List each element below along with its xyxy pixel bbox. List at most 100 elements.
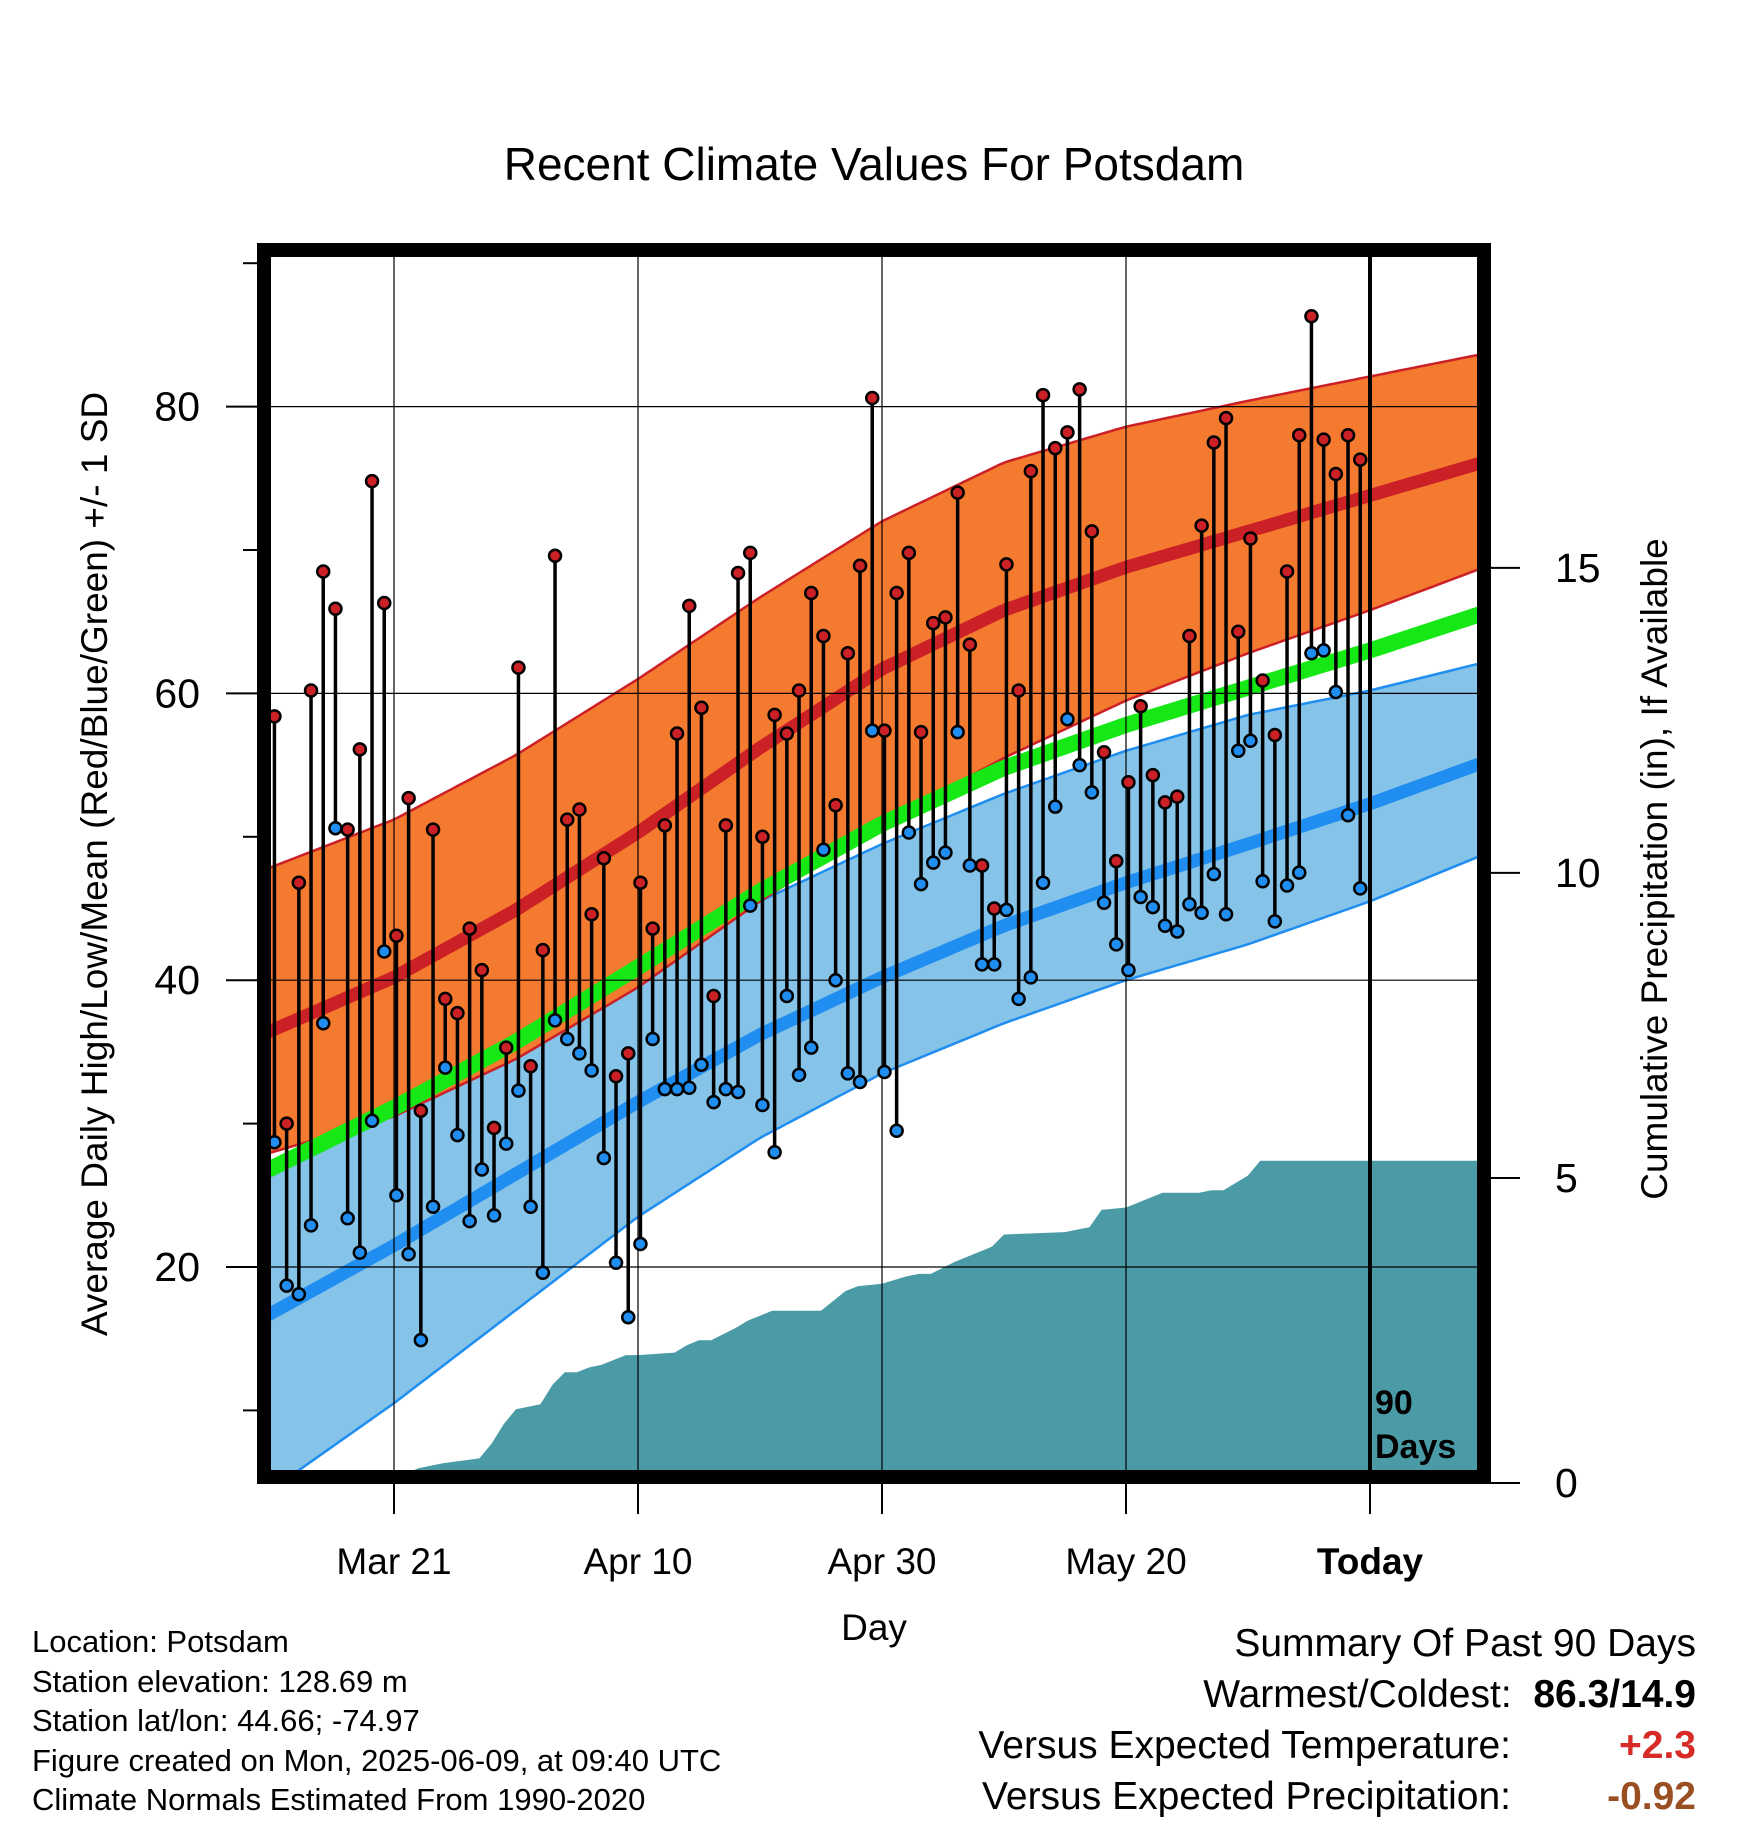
daily-low-point — [523, 1199, 538, 1215]
daily-high-point — [608, 1069, 624, 1084]
daily-high-point — [864, 390, 880, 406]
daily-low-point — [572, 1046, 587, 1061]
daily-high-point — [706, 988, 721, 1004]
daily-high-point — [1255, 673, 1270, 688]
daily-low-point — [681, 1080, 697, 1095]
daily-low-point — [657, 1081, 673, 1097]
today-marker: 90 Days — [1368, 244, 1456, 1483]
daily-high-point — [413, 1103, 429, 1118]
created-text: Figure created on Mon, 2025-06-09, at 09… — [32, 1742, 722, 1778]
daily-low-point — [1291, 865, 1307, 880]
daily-high-point — [718, 818, 734, 833]
daily-high-point — [962, 637, 978, 652]
daily-high-point — [303, 683, 319, 698]
daily-low-point — [1267, 914, 1283, 929]
summary-heading: Summary Of Past 90 Days — [1234, 1622, 1696, 1665]
daily-low-point — [913, 876, 929, 892]
daily-high-point — [1011, 683, 1026, 698]
daily-high-point — [779, 726, 795, 741]
daily-high-point — [657, 818, 673, 833]
daily-high-point — [913, 724, 929, 740]
daily-low-point — [315, 1015, 331, 1031]
daily-low-point — [645, 1031, 660, 1047]
daily-low-point — [584, 1063, 599, 1078]
daily-high-point — [511, 660, 526, 675]
daily-high-point — [486, 1120, 502, 1136]
daily-low-point — [279, 1278, 294, 1293]
daily-low-point — [767, 1145, 782, 1160]
y-tick-label: 40 — [154, 957, 200, 1003]
daily-high-point — [1084, 524, 1100, 539]
daily-low-point — [389, 1188, 404, 1203]
daily-high-point — [901, 545, 917, 561]
daily-high-point — [889, 585, 904, 601]
y2-axis-label: Cumulative Precipitation (in), If Availa… — [1634, 538, 1675, 1200]
daily-low-point — [779, 988, 795, 1004]
daily-low-point — [974, 957, 990, 972]
temp-row: Versus Expected Temperature: +2.3 — [978, 1720, 1696, 1771]
warm-cold-value: 86.3/14.9 — [1533, 1673, 1696, 1716]
daily-high-point — [1243, 531, 1258, 546]
daily-high-point — [694, 700, 709, 715]
daily-low-point — [877, 1064, 892, 1080]
daily-high-point — [730, 565, 746, 581]
chart-title: Recent Climate Values For Potsdam — [504, 138, 1245, 190]
daily-high-point — [1267, 727, 1283, 743]
daily-high-point — [474, 962, 490, 978]
daily-high-point — [938, 610, 953, 625]
daily-high-point — [1108, 853, 1124, 869]
daily-high-point — [1121, 775, 1136, 790]
daily-high-point — [816, 628, 831, 644]
daily-high-point — [389, 928, 404, 943]
temp-deviation-value: +2.3 — [1619, 1724, 1696, 1767]
daily-high-point — [633, 875, 648, 890]
daily-low-point — [669, 1081, 685, 1097]
warm-cold-label: Warmest/Coldest: — [1203, 1673, 1512, 1716]
daily-low-point — [1206, 866, 1222, 882]
daily-low-point — [511, 1083, 526, 1098]
daily-high-point — [437, 991, 453, 1007]
daily-low-point — [925, 855, 941, 870]
normals-text: Climate Normals Estimated From 1990-2020 — [32, 1782, 646, 1817]
daily-low-point — [889, 1123, 904, 1139]
daily-high-point — [1328, 466, 1344, 482]
daily-high-point — [547, 548, 563, 563]
axes: 20 40 60 80 0 5 10 15 Mar 21 Apr 10 Apr 30 May 20 To… — [154, 262, 1601, 1582]
daily-low-point — [486, 1208, 502, 1223]
plot-area — [269, 254, 1479, 1473]
daily-low-point — [413, 1332, 429, 1348]
y2-tick-label: 5 — [1555, 1155, 1578, 1201]
daily-low-point — [1304, 645, 1319, 661]
daily-low-point — [269, 1134, 282, 1150]
daily-high-point — [1304, 309, 1319, 324]
daily-low-point — [352, 1245, 368, 1260]
plot-frame — [257, 243, 1491, 1484]
daily-high-point — [803, 585, 819, 601]
daily-low-point — [999, 902, 1014, 918]
daily-low-point — [840, 1066, 856, 1081]
daily-low-point — [328, 820, 343, 836]
daily-low-point — [1072, 757, 1087, 773]
daily-high-point — [840, 645, 856, 661]
daily-high-point — [742, 545, 758, 561]
x-tick-label: Mar 21 — [336, 1541, 451, 1582]
daily-high-point — [974, 858, 990, 873]
daily-low-point — [596, 1150, 612, 1166]
daily-low-point — [620, 1309, 636, 1325]
daily-low-point — [303, 1218, 319, 1233]
daily-low-point — [1169, 924, 1185, 939]
summary-panel: Summary Of Past 90 Days Warmest/Coldest:… — [978, 1618, 1696, 1822]
daily-high-point — [950, 485, 965, 500]
daily-high-point — [1218, 410, 1234, 426]
daily-high-point — [1035, 387, 1051, 403]
low-lower-line — [292, 855, 1479, 1473]
daily-high-point — [352, 742, 368, 757]
precipitation-series — [406, 1160, 1479, 1473]
y2-tick-label: 15 — [1555, 545, 1601, 591]
daily-low-point — [608, 1255, 624, 1270]
daily-low-point — [1035, 875, 1051, 890]
daily-low-point — [1194, 905, 1209, 921]
daily-high-point — [1047, 440, 1063, 456]
daily-high-point — [401, 790, 416, 806]
